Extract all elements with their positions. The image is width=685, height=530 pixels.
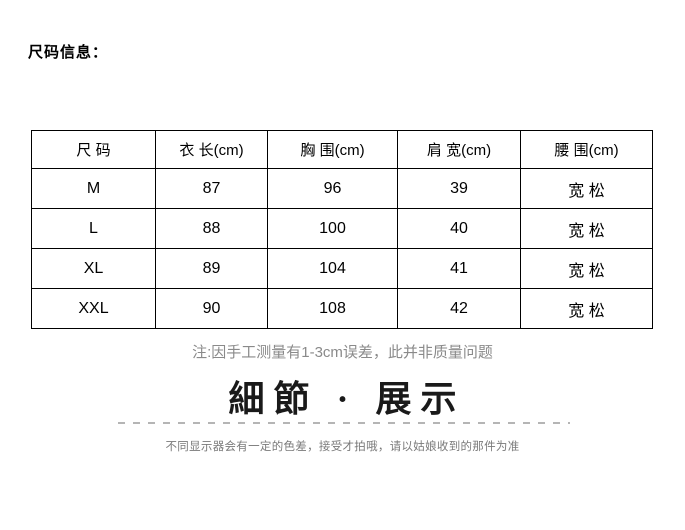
table-cell: 108	[267, 288, 398, 329]
table-cell: 87	[155, 168, 268, 209]
header-cell-waist: 腰 围(cm)	[520, 130, 653, 169]
table-row-xxl: XXL 90 108 42 宽 松	[31, 288, 653, 329]
size-table: 尺 码 衣 长(cm) 胸 围(cm) 肩 宽(cm) 腰 围(cm) M 87…	[31, 130, 653, 329]
table-cell: 宽 松	[520, 208, 653, 249]
table-cell: XL	[31, 248, 156, 289]
header-cell-size: 尺 码	[31, 130, 156, 169]
section-title-details-display: 細節 · 展示	[228, 379, 466, 419]
dashed-divider	[118, 422, 570, 424]
table-cell: 89	[155, 248, 268, 289]
table-header-row: 尺 码 衣 长(cm) 胸 围(cm) 肩 宽(cm) 腰 围(cm)	[31, 130, 653, 169]
measurement-note: 注:因手工测量有1-3cm误差，此并非质量问题	[192, 344, 493, 361]
table-cell: 宽 松	[520, 248, 653, 289]
table-cell: 42	[397, 288, 521, 329]
table-cell: 宽 松	[520, 168, 653, 209]
table-cell: 41	[397, 248, 521, 289]
color-difference-disclaimer: 不同显示器会有一定的色差，接受才拍哦，请以姑娘收到的那件为准	[165, 441, 520, 453]
header-cell-length: 衣 长(cm)	[155, 130, 268, 169]
table-cell: 39	[397, 168, 521, 209]
table-cell: 88	[155, 208, 268, 249]
header-cell-shoulder: 肩 宽(cm)	[397, 130, 521, 169]
table-row-m: M 87 96 39 宽 松	[31, 168, 653, 209]
table-cell: 100	[267, 208, 398, 249]
table-cell: M	[31, 168, 156, 209]
table-cell: XXL	[31, 288, 156, 329]
table-cell: 宽 松	[520, 288, 653, 329]
table-cell: 104	[267, 248, 398, 289]
table-cell: 96	[267, 168, 398, 209]
table-row-l: L 88 100 40 宽 松	[31, 208, 653, 249]
table-cell: 90	[155, 288, 268, 329]
table-row-xl: XL 89 104 41 宽 松	[31, 248, 653, 289]
page-title: 尺码信息：	[28, 44, 109, 61]
table-cell: 40	[397, 208, 521, 249]
table-cell: L	[31, 208, 156, 249]
header-cell-bust: 胸 围(cm)	[267, 130, 398, 169]
